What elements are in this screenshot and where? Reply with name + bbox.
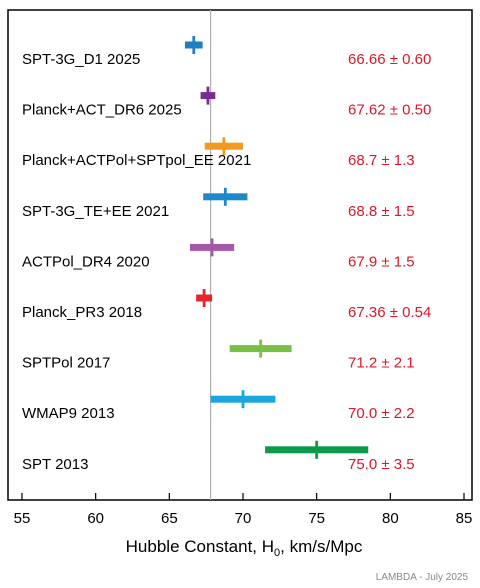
measurement-row: WMAP9 2013 70.0 ± 2.2 bbox=[22, 390, 415, 422]
measurement-row: SPT-3G_TE+EE 2021 68.8 ± 1.5 bbox=[22, 187, 415, 220]
measurement-label: SPT-3G_TE+EE 2021 bbox=[22, 203, 169, 220]
central-value-marker bbox=[202, 289, 206, 307]
measurement-row: Planck_PR3 2018 67.36 ± 0.54 bbox=[22, 289, 431, 321]
x-axis-label: Hubble Constant, H0, km/s/Mpc bbox=[126, 537, 363, 559]
central-value-marker bbox=[223, 187, 227, 206]
measurement-label: ACTPol_DR4 2020 bbox=[22, 253, 150, 270]
measurement-row: ACTPol_DR4 2020 67.9 ± 1.5 bbox=[22, 238, 415, 270]
measurement-label: WMAP9 2013 bbox=[22, 405, 115, 422]
central-value-marker bbox=[241, 390, 245, 409]
measurement-label: SPT-3G_D1 2025 bbox=[22, 51, 140, 68]
central-value-marker bbox=[192, 36, 196, 54]
central-value-marker bbox=[206, 86, 210, 105]
measurement-rows: SPT-3G_D1 2025 66.66 ± 0.60 Planck+ACT_DR6… bbox=[22, 36, 431, 473]
measurement-row: Planck+ACTPol+SPTpol_EE 2021 68.7 ± 1.3 bbox=[22, 137, 415, 169]
x-tick-label: 75 bbox=[308, 510, 325, 527]
x-tick-label: 65 bbox=[161, 510, 178, 527]
x-axis-ticks: 55 60 65 70 75 80 85 bbox=[14, 493, 473, 527]
measurement-row: SPTPol 2017 71.2 ± 2.1 bbox=[22, 339, 415, 372]
x-tick-label: 80 bbox=[382, 510, 399, 527]
measurement-label: SPT 2013 bbox=[22, 456, 88, 473]
central-value-marker bbox=[222, 137, 226, 156]
x-tick-label: 85 bbox=[456, 510, 473, 527]
measurement-row: Planck+ACT_DR6 2025 67.62 ± 0.50 bbox=[22, 86, 431, 119]
measurement-value: 70.0 ± 2.2 bbox=[348, 405, 415, 422]
measurement-value: 71.2 ± 2.1 bbox=[348, 355, 415, 372]
measurement-value: 67.9 ± 1.5 bbox=[348, 253, 415, 270]
measurement-value: 68.8 ± 1.5 bbox=[348, 203, 415, 220]
central-value-marker bbox=[210, 238, 214, 257]
measurement-label: Planck_PR3 2018 bbox=[22, 304, 142, 321]
credit-text: LAMBDA - July 2025 bbox=[376, 572, 469, 583]
measurement-label: Planck+ACT_DR6 2025 bbox=[22, 102, 182, 119]
measurement-value: 67.36 ± 0.54 bbox=[348, 304, 431, 321]
measurement-value: 67.62 ± 0.50 bbox=[348, 102, 431, 119]
central-value-marker bbox=[259, 339, 263, 358]
measurement-label: Planck+ACTPol+SPTpol_EE 2021 bbox=[22, 152, 251, 169]
x-tick-label: 70 bbox=[235, 510, 252, 527]
central-value-marker bbox=[315, 440, 319, 459]
measurement-value: 68.7 ± 1.3 bbox=[348, 152, 415, 169]
measurement-row: SPT-3G_D1 2025 66.66 ± 0.60 bbox=[22, 36, 431, 68]
plot-frame bbox=[7, 9, 473, 501]
x-tick-label: 55 bbox=[14, 510, 31, 527]
x-tick-label: 60 bbox=[87, 510, 104, 527]
measurement-label: SPTPol 2017 bbox=[22, 355, 110, 372]
measurement-value: 66.66 ± 0.60 bbox=[348, 51, 431, 68]
measurement-value: 75.0 ± 3.5 bbox=[348, 456, 415, 473]
measurement-row: SPT 2013 75.0 ± 3.5 bbox=[22, 440, 415, 473]
